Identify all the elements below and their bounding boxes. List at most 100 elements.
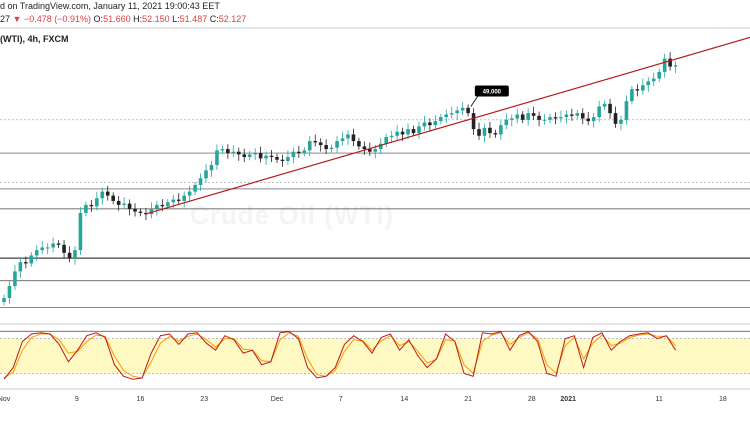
candle-body xyxy=(460,107,465,111)
candle-body xyxy=(553,117,558,119)
close-value: 52.127 xyxy=(218,14,247,24)
candle-body xyxy=(149,208,154,215)
x-tick-label: 14 xyxy=(401,396,409,403)
stochastic-d-line xyxy=(3,332,676,379)
candle-body xyxy=(247,154,252,158)
candle-body xyxy=(73,250,77,259)
candle-body xyxy=(668,58,672,67)
trendline xyxy=(144,36,750,215)
candle-body xyxy=(302,150,307,154)
candle-body xyxy=(499,125,503,135)
candle-body xyxy=(351,134,356,142)
candle-body xyxy=(673,65,678,67)
ohlc-header: 27 ▼ −0.478 (−0.91%) O:51.660 H:52.150 L… xyxy=(0,14,246,24)
candle-body xyxy=(253,153,257,155)
candle-body xyxy=(400,131,405,135)
candle-body xyxy=(138,211,143,213)
candle-body xyxy=(127,203,132,209)
candle-body xyxy=(537,115,541,120)
candle-body xyxy=(564,114,569,118)
candle-body xyxy=(602,103,607,107)
candle-body xyxy=(89,204,94,207)
high-label: H: xyxy=(133,14,143,24)
x-tick-label: Nov xyxy=(0,396,11,403)
candle-body xyxy=(433,121,438,126)
x-tick-label: 11 xyxy=(656,396,663,403)
candle-body xyxy=(318,142,323,146)
candle-body xyxy=(24,262,28,264)
candle-body xyxy=(439,117,443,122)
candle-body xyxy=(220,149,225,151)
candle-body xyxy=(575,113,580,116)
candle-body xyxy=(329,147,334,150)
candle-body xyxy=(444,114,449,118)
candle-body xyxy=(597,106,601,118)
candle-body xyxy=(155,204,159,209)
candle-body xyxy=(291,151,296,158)
candle-body xyxy=(651,78,656,82)
publish-header: d on TradingView.com, January 11, 2021 1… xyxy=(0,1,220,11)
candle-body xyxy=(78,212,83,251)
candle-body xyxy=(662,58,667,72)
candle-body xyxy=(198,178,203,185)
candle-body xyxy=(116,200,121,205)
candle-body xyxy=(384,137,388,144)
candle-body xyxy=(477,129,481,136)
candle-body xyxy=(226,149,230,154)
high-value: 52.150 xyxy=(142,14,170,24)
close-label: C: xyxy=(209,14,219,24)
stochastic-band xyxy=(0,338,750,374)
candle-body xyxy=(62,244,66,253)
candle-body xyxy=(335,141,339,148)
annotation-box xyxy=(474,85,509,97)
low-label: L: xyxy=(172,14,180,24)
candle-body xyxy=(193,184,197,192)
candle-body xyxy=(466,107,470,114)
candle-body xyxy=(411,129,416,134)
candle-body xyxy=(176,199,181,201)
candle-body xyxy=(635,89,640,91)
candle-body xyxy=(422,122,427,127)
candle-body xyxy=(526,113,530,120)
candle-body xyxy=(269,155,274,158)
candle-body xyxy=(493,133,498,135)
candle-body xyxy=(591,117,596,122)
candle-body xyxy=(428,122,432,126)
candle-body xyxy=(395,131,399,136)
candle-body xyxy=(630,89,634,102)
candle-body xyxy=(313,141,318,143)
candle-body xyxy=(166,202,170,207)
candle-body xyxy=(236,151,241,155)
x-tick-label: 16 xyxy=(137,396,145,403)
candle-body xyxy=(646,81,651,86)
candle-body xyxy=(307,141,312,151)
candle-body xyxy=(105,191,110,196)
candle-body xyxy=(215,150,219,166)
candle-body xyxy=(608,103,612,114)
low-value: 51.487 xyxy=(179,14,208,24)
candle-body xyxy=(488,127,492,134)
candle-body xyxy=(570,114,574,116)
candle-body xyxy=(346,134,350,139)
candle-body xyxy=(122,203,126,205)
candle-body xyxy=(264,155,268,159)
candle-body xyxy=(613,113,618,124)
candle-body xyxy=(40,247,45,251)
candle-body xyxy=(548,117,552,120)
candle-body xyxy=(187,191,192,196)
candle-body xyxy=(417,126,421,134)
candle-body xyxy=(13,271,17,287)
symbol-watermark: Crude Oil (WTI) xyxy=(190,200,395,230)
candle-body xyxy=(204,170,208,179)
candle-body xyxy=(520,114,525,120)
candle-body xyxy=(357,141,361,147)
symbol-info: (WTI), 4h, FXCM xyxy=(0,34,69,44)
candle-body xyxy=(449,113,454,115)
candle-body xyxy=(586,118,591,122)
stochastic-k-line xyxy=(3,330,677,380)
candle-body xyxy=(160,204,165,207)
candle-body xyxy=(657,71,661,79)
down-arrow-icon: ▼ xyxy=(12,14,22,24)
